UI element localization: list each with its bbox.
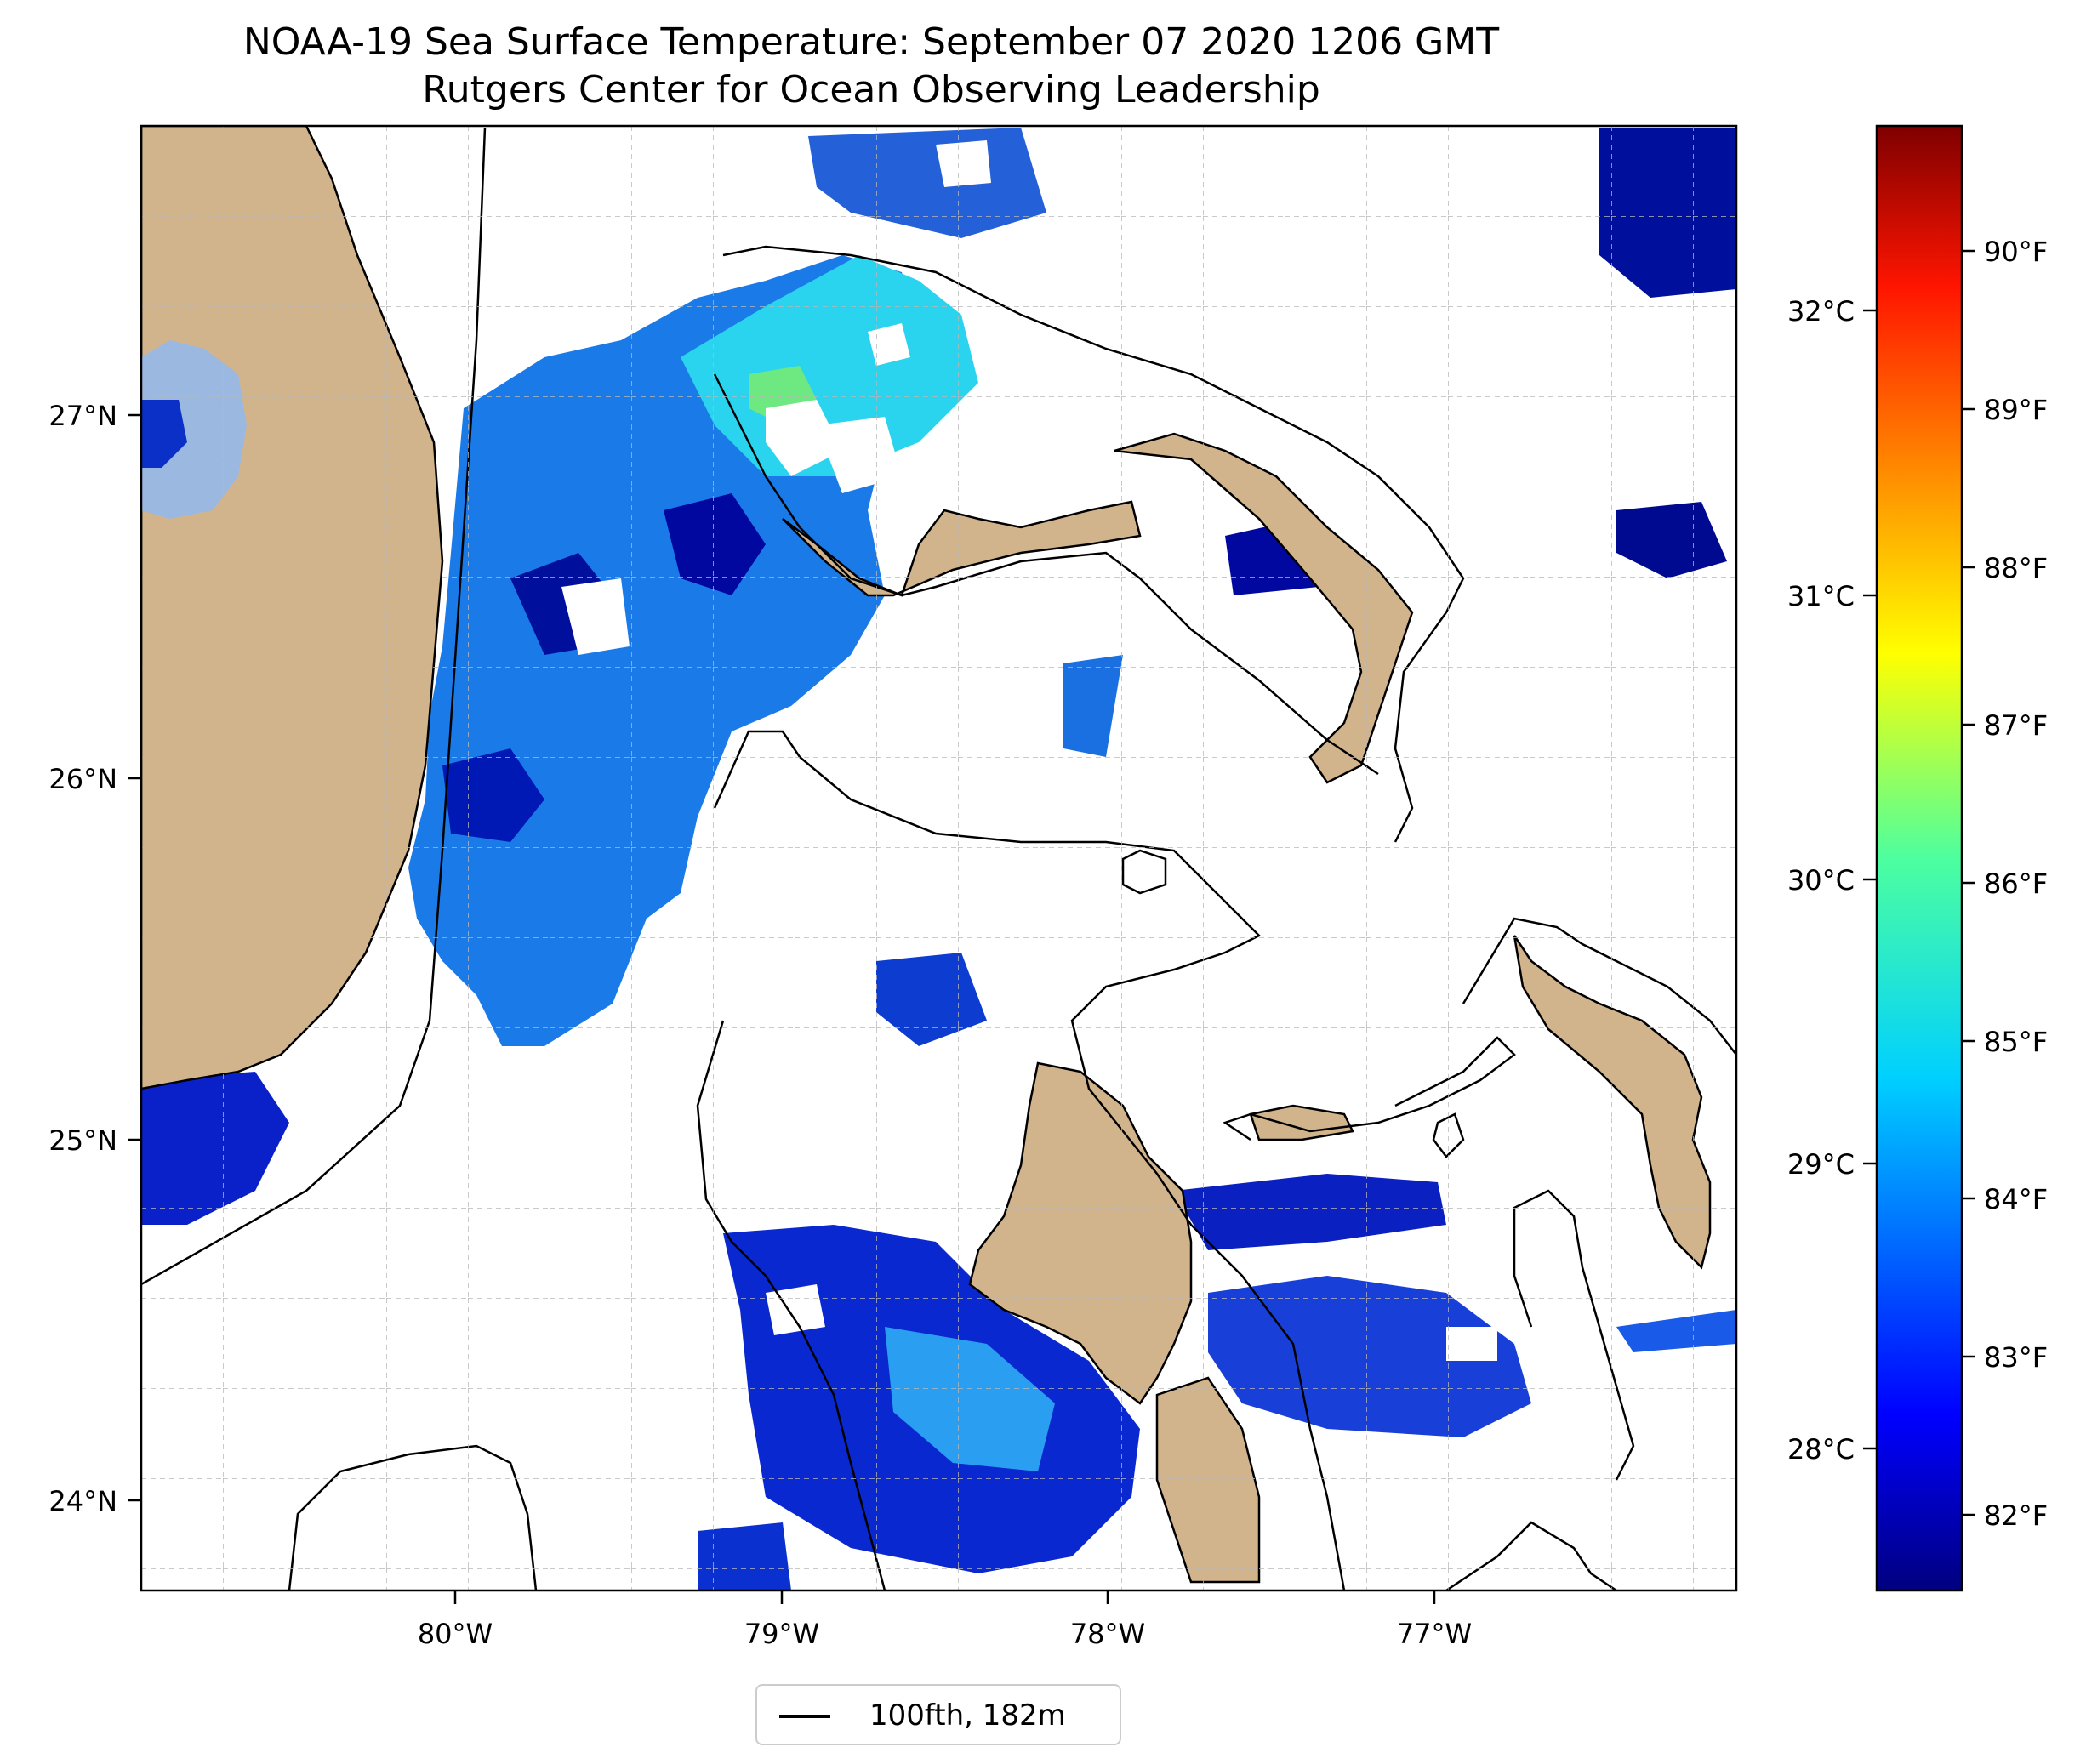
- fahrenheit-label-89: 89°F: [1984, 394, 2048, 426]
- map-title-line-1: NOAA-19 Sea Surface Temperature: Septemb…: [242, 20, 1500, 64]
- celsius-label-32: 32°C: [1787, 295, 1855, 327]
- lat-label-27n: 27°N: [48, 400, 117, 432]
- map-area: [141, 126, 1736, 1590]
- celsius-label-30: 30°C: [1787, 864, 1855, 896]
- fahrenheit-label-82: 82°F: [1984, 1499, 2048, 1532]
- celsius-label-29: 29°C: [1787, 1148, 1855, 1181]
- lon-label-80w: 80°W: [418, 1618, 493, 1650]
- map-title-line-2: Rutgers Center for Ocean Observing Leade…: [422, 68, 1320, 111]
- lon-label-78w: 78°W: [1070, 1618, 1145, 1650]
- latitude-axis: 27°N 26°N 25°N 24°N: [48, 400, 141, 1517]
- isobath-legend-line: [779, 1715, 830, 1718]
- fahrenheit-label-86: 86°F: [1984, 868, 2048, 900]
- fahrenheit-label-83: 83°F: [1984, 1341, 2048, 1374]
- fahrenheit-label-90: 90°F: [1984, 236, 2048, 268]
- celsius-label-28: 28°C: [1787, 1433, 1855, 1465]
- graticule: [141, 126, 1736, 1590]
- fahrenheit-label-87: 87°F: [1984, 709, 2048, 742]
- map-frame: [140, 124, 1738, 1592]
- colorbar-fahrenheit-axis: 90°F 89°F 88°F 87°F 86°F 85°F 84°F 83°F …: [1962, 236, 2048, 1532]
- lat-label-25n: 25°N: [48, 1124, 117, 1157]
- longitude-axis: 80°W 79°W 78°W 77°W: [418, 1590, 1472, 1650]
- colorbar: 32°C 31°C 30°C 29°C 28°C 90°F 89°F 88°F …: [1787, 124, 2048, 1592]
- fahrenheit-label-88: 88°F: [1984, 552, 2048, 584]
- fahrenheit-label-85: 85°F: [1984, 1026, 2048, 1058]
- lon-label-77w: 77°W: [1397, 1618, 1472, 1650]
- isobath-legend-label: 100fth, 182m: [869, 1699, 1066, 1733]
- celsius-label-31: 31°C: [1787, 580, 1855, 612]
- lon-label-79w: 79°W: [744, 1618, 819, 1650]
- fahrenheit-label-84: 84°F: [1984, 1183, 2048, 1215]
- colorbar-gradient: [1875, 124, 1963, 1592]
- map-legend: 100fth, 182m: [755, 1684, 1121, 1745]
- lat-label-26n: 26°N: [48, 763, 117, 795]
- lat-label-24n: 24°N: [48, 1485, 117, 1517]
- colorbar-celsius-axis: 32°C 31°C 30°C 29°C 28°C: [1787, 295, 1877, 1465]
